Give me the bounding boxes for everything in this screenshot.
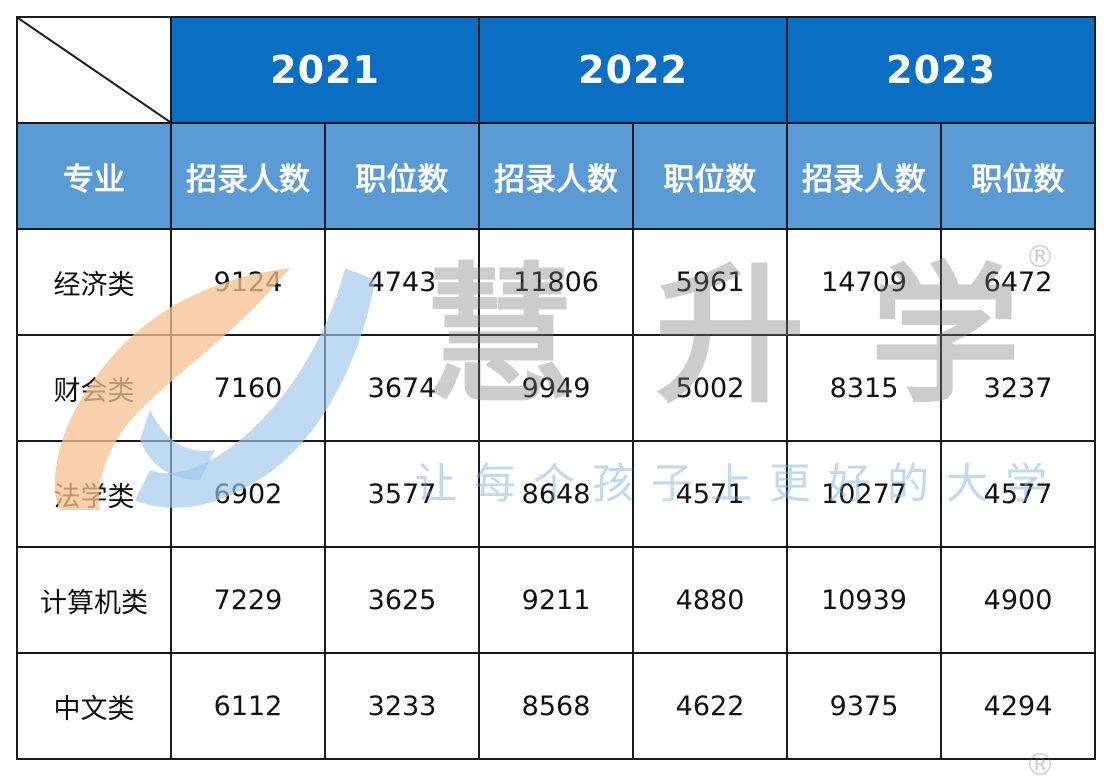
value-cell: 3237 bbox=[940, 334, 1097, 442]
value-cell: 8315 bbox=[786, 334, 943, 442]
table-row: 中文类 6112 3233 8568 4622 9375 4294 bbox=[16, 652, 1097, 760]
value-cell: 6902 bbox=[170, 440, 326, 548]
value-cell: 4294 bbox=[940, 652, 1097, 760]
value-cell: 6112 bbox=[170, 652, 326, 760]
value-cell: 14709 bbox=[786, 228, 943, 336]
value-cell: 9124 bbox=[170, 228, 326, 336]
value-cell: 9949 bbox=[478, 334, 635, 442]
value-cell: 3233 bbox=[323, 652, 481, 760]
major-cell: 计算机类 bbox=[16, 546, 172, 654]
major-cell: 中文类 bbox=[16, 652, 172, 760]
major-header: 专业 bbox=[16, 122, 172, 230]
year-header-2023: 2023 bbox=[786, 16, 1097, 124]
table-row: 计算机类 7229 3625 9211 4880 10939 4900 bbox=[16, 546, 1097, 654]
value-cell: 5002 bbox=[632, 334, 789, 442]
value-cell: 9211 bbox=[478, 546, 635, 654]
value-cell: 4743 bbox=[323, 228, 481, 336]
value-cell: 7229 bbox=[170, 546, 326, 654]
diagonal-line-icon bbox=[18, 18, 170, 122]
value-cell: 4880 bbox=[632, 546, 789, 654]
value-cell: 8568 bbox=[478, 652, 635, 760]
positions-header-2021: 职位数 bbox=[323, 122, 481, 230]
enrollment-table-container: 2021 2022 2023 专业 招录人数 职位数 招录人数 职位数 招录人数… bbox=[16, 16, 1097, 760]
value-cell: 4622 bbox=[632, 652, 789, 760]
value-cell: 11806 bbox=[478, 228, 635, 336]
year-header-2021: 2021 bbox=[169, 16, 481, 124]
column-header-row: 专业 招录人数 职位数 招录人数 职位数 招录人数 职位数 bbox=[16, 122, 1097, 230]
value-cell: 4577 bbox=[940, 440, 1097, 548]
enroll-header-2022: 招录人数 bbox=[478, 122, 635, 230]
enroll-header-2023: 招录人数 bbox=[786, 122, 943, 230]
year-header-row: 2021 2022 2023 bbox=[16, 16, 1097, 124]
value-cell: 3674 bbox=[323, 334, 481, 442]
positions-header-2023: 职位数 bbox=[940, 122, 1097, 230]
value-cell: 8648 bbox=[478, 440, 635, 548]
value-cell: 3577 bbox=[323, 440, 481, 548]
table-row: 法学类 6902 3577 8648 4571 10277 4577 bbox=[16, 440, 1097, 548]
value-cell: 4900 bbox=[940, 546, 1097, 654]
major-cell: 经济类 bbox=[16, 228, 172, 336]
year-header-2022: 2022 bbox=[478, 16, 789, 124]
value-cell: 10277 bbox=[786, 440, 943, 548]
positions-header-2022: 职位数 bbox=[632, 122, 789, 230]
corner-cell bbox=[16, 16, 172, 124]
value-cell: 10939 bbox=[786, 546, 943, 654]
table-row: 经济类 9124 4743 11806 5961 14709 6472 bbox=[16, 228, 1097, 336]
value-cell: 6472 bbox=[940, 228, 1097, 336]
enroll-header-2021: 招录人数 bbox=[170, 122, 326, 230]
value-cell: 9375 bbox=[786, 652, 943, 760]
value-cell: 7160 bbox=[170, 334, 326, 442]
value-cell: 5961 bbox=[632, 228, 789, 336]
major-cell: 法学类 bbox=[16, 440, 172, 548]
value-cell: 3625 bbox=[323, 546, 481, 654]
table-row: 财会类 7160 3674 9949 5002 8315 3237 bbox=[16, 334, 1097, 442]
value-cell: 4571 bbox=[632, 440, 789, 548]
major-cell: 财会类 bbox=[16, 334, 172, 442]
enrollment-table: 2021 2022 2023 专业 招录人数 职位数 招录人数 职位数 招录人数… bbox=[16, 16, 1097, 760]
